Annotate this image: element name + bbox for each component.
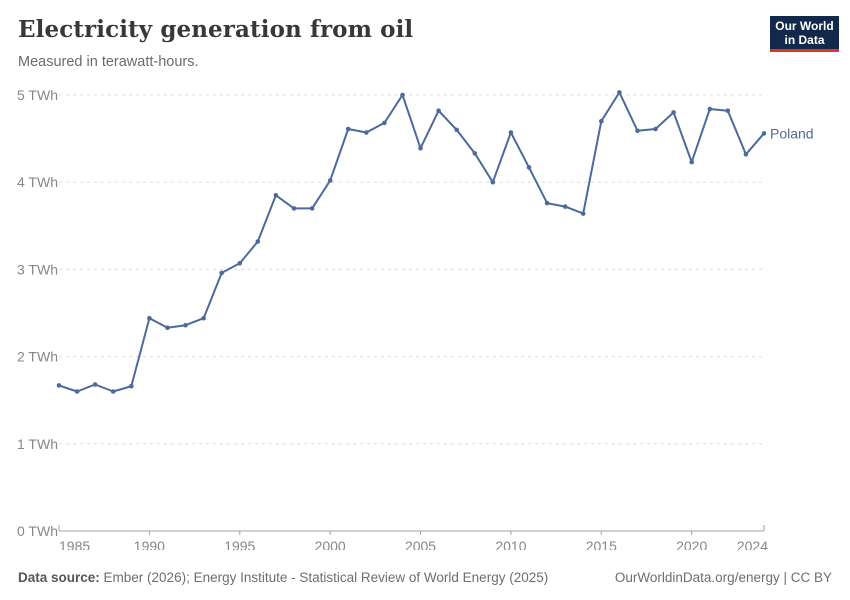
data-point (291, 206, 297, 211)
y-axis-tick-label: 0 TWh (17, 523, 58, 539)
data-point (635, 128, 640, 134)
data-point (219, 270, 224, 276)
data-source-note: Data source: Ember (2026); Energy Instit… (18, 570, 548, 585)
data-point (436, 108, 441, 113)
data-point (273, 193, 279, 198)
x-axis-tick-label: 2024 (737, 538, 768, 550)
data-point (508, 130, 514, 135)
data-point (110, 389, 116, 394)
data-point (526, 165, 532, 170)
line-chart-svg[interactable]: 0 TWh 1 TWh 2 TWh 3 TWh 4 TWh 5 TWh 1985 1990 19… (0, 80, 850, 554)
x-axis-tick-label: 2010 (495, 538, 526, 550)
x-axis-tick-label: 2005 (405, 538, 436, 550)
data-point (129, 383, 134, 389)
data-point (472, 151, 478, 156)
data-point (327, 178, 333, 183)
data-point (382, 120, 387, 126)
y-axis-tick-label: 3 TWh (17, 261, 58, 277)
x-axis-tick-label: 1995 (224, 538, 255, 550)
data-point (743, 152, 749, 157)
x-axis-tick-label: 1990 (134, 538, 165, 550)
data-point (689, 159, 694, 165)
data-point (725, 108, 731, 113)
data-point (56, 383, 62, 388)
y-axis-tick-label: 1 TWh (17, 436, 58, 452)
owid-logo-line1: Our World (775, 18, 834, 33)
owid-logo[interactable]: Our World in Data (770, 16, 839, 52)
y-axis-tick-label: 2 TWh (17, 349, 58, 365)
data-point (454, 127, 460, 133)
x-axis-tick-label: 2020 (676, 538, 707, 550)
data-point (255, 239, 261, 244)
data-point (761, 131, 767, 136)
data-point (165, 325, 170, 331)
page-title: Electricity generation from oil (18, 16, 414, 43)
data-point (490, 179, 496, 185)
data-point (707, 106, 713, 112)
data-point (364, 130, 369, 135)
license-note[interactable]: OurWorldinData.org/energy | CC BY (614, 570, 832, 585)
data-point (345, 126, 351, 132)
data-point (309, 206, 315, 211)
y-axis-tick-label: 4 TWh (17, 174, 58, 190)
data-point (562, 204, 568, 209)
data-point (617, 90, 622, 95)
data-point (92, 382, 98, 387)
data-point (201, 315, 206, 321)
data-point (147, 315, 152, 321)
series-line (58, 91, 765, 393)
data-point (183, 322, 188, 328)
data-source-label: Data source: (18, 570, 100, 585)
data-point (74, 389, 80, 394)
data-point (653, 126, 658, 132)
data-point (418, 145, 423, 151)
owid-logo-line2: in Data (784, 32, 825, 47)
data-point (237, 261, 243, 266)
data-point (400, 92, 405, 98)
line-chart[interactable]: 0 TWh 1 TWh 2 TWh 3 TWh 4 TWh 5 TWh 1985 1990 19… (0, 80, 850, 554)
data-point (580, 211, 586, 216)
x-axis-tick-label: 1985 (59, 538, 90, 550)
data-source-text: Ember (2026); Energy Institute - Statist… (99, 570, 549, 585)
data-point (544, 200, 550, 206)
y-axis-tick-label: 5 TWh (17, 87, 58, 103)
data-point (599, 118, 604, 124)
chart-subtitle: Measured in terawatt-hours. (18, 54, 199, 70)
series-label: Poland (770, 125, 814, 141)
chart-footer: Data source: Ember (2026); Energy Instit… (0, 568, 850, 592)
x-axis-tick-label: 2000 (315, 538, 346, 550)
x-axis-tick-label: 2015 (586, 538, 617, 550)
data-point (671, 110, 676, 115)
